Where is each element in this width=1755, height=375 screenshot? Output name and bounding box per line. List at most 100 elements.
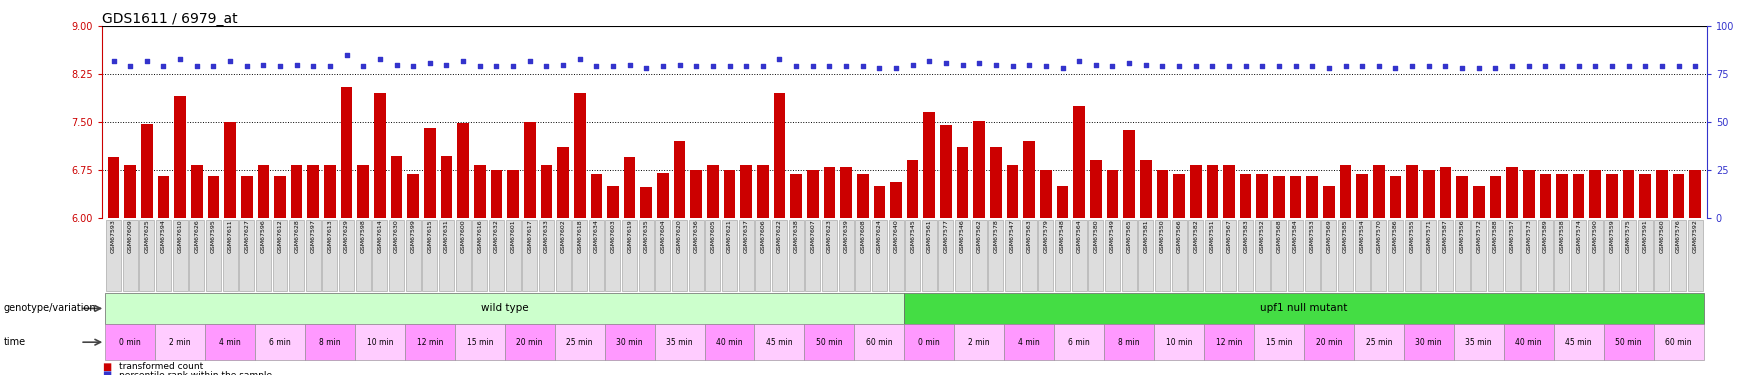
Point <box>316 63 344 69</box>
Point <box>133 58 161 64</box>
Text: GSM67610: GSM67610 <box>177 219 183 253</box>
Text: GSM67614: GSM67614 <box>377 219 383 253</box>
Point <box>465 63 493 69</box>
Text: GSM67608: GSM67608 <box>860 219 865 253</box>
Bar <box>441 156 453 218</box>
FancyBboxPatch shape <box>1571 220 1585 291</box>
Bar <box>140 124 153 218</box>
Text: GSM67618: GSM67618 <box>577 219 583 253</box>
Text: GSM67570: GSM67570 <box>1376 219 1381 253</box>
Point <box>899 62 927 68</box>
Text: GSM67562: GSM67562 <box>976 219 981 253</box>
Text: GSM67560: GSM67560 <box>1658 219 1664 253</box>
FancyBboxPatch shape <box>1255 220 1269 291</box>
Bar <box>1123 129 1134 218</box>
Bar <box>1388 176 1400 218</box>
Text: GSM67590: GSM67590 <box>1592 219 1597 253</box>
Bar <box>990 147 1000 218</box>
Bar <box>906 160 918 218</box>
Bar <box>107 157 119 218</box>
Text: GSM67549: GSM67549 <box>1109 219 1114 253</box>
FancyBboxPatch shape <box>1437 220 1451 291</box>
Text: 8 min: 8 min <box>1118 338 1139 346</box>
FancyBboxPatch shape <box>655 220 670 291</box>
Text: GSM67640: GSM67640 <box>893 219 899 253</box>
Bar <box>391 156 402 218</box>
Bar <box>756 165 769 218</box>
Bar <box>1204 324 1253 360</box>
FancyBboxPatch shape <box>1404 220 1418 291</box>
Text: GSM67588: GSM67588 <box>1492 219 1497 253</box>
Point <box>881 65 909 71</box>
FancyBboxPatch shape <box>539 220 553 291</box>
FancyBboxPatch shape <box>1371 220 1385 291</box>
Point <box>1680 63 1708 69</box>
Bar <box>1239 174 1251 217</box>
Text: 8 min: 8 min <box>319 338 340 346</box>
Point <box>1148 63 1176 69</box>
FancyBboxPatch shape <box>405 220 421 291</box>
Point <box>1014 62 1042 68</box>
Point <box>1464 65 1492 71</box>
Point <box>167 56 195 62</box>
FancyBboxPatch shape <box>123 220 137 291</box>
Point <box>948 62 976 68</box>
Text: 45 min: 45 min <box>1564 338 1592 346</box>
Point <box>1597 63 1625 69</box>
Bar <box>741 165 751 218</box>
Point <box>932 60 960 66</box>
Bar <box>723 170 735 217</box>
Point <box>1613 63 1641 69</box>
FancyBboxPatch shape <box>1021 220 1035 291</box>
Text: GSM67604: GSM67604 <box>660 219 665 253</box>
Text: 12 min: 12 min <box>416 338 442 346</box>
FancyBboxPatch shape <box>1155 220 1169 291</box>
Bar <box>904 324 953 360</box>
Text: GSM67599: GSM67599 <box>411 219 416 253</box>
Point <box>449 58 477 64</box>
Point <box>416 60 444 66</box>
Text: GSM67639: GSM67639 <box>842 219 848 253</box>
Bar <box>305 324 355 360</box>
Text: wild type: wild type <box>481 303 528 313</box>
FancyBboxPatch shape <box>806 220 820 291</box>
Text: GSM67554: GSM67554 <box>1358 219 1364 253</box>
Bar <box>690 170 702 217</box>
Text: GSM67638: GSM67638 <box>793 219 799 253</box>
Bar <box>1553 324 1602 360</box>
Bar <box>274 176 286 218</box>
Bar <box>1139 160 1151 218</box>
Bar <box>1023 141 1034 218</box>
Text: GSM67591: GSM67591 <box>1641 219 1646 253</box>
FancyBboxPatch shape <box>1204 220 1220 291</box>
Text: GSM67633: GSM67633 <box>544 219 549 253</box>
Bar <box>774 93 784 218</box>
Bar <box>1206 165 1218 218</box>
FancyBboxPatch shape <box>855 220 870 291</box>
Point <box>1248 63 1276 69</box>
Bar <box>804 324 855 360</box>
Bar <box>1306 176 1318 218</box>
Point <box>483 63 511 69</box>
Text: GSM67585: GSM67585 <box>1343 219 1348 253</box>
Point <box>1364 63 1392 69</box>
Bar <box>507 170 519 217</box>
Text: GSM67571: GSM67571 <box>1425 219 1430 253</box>
Text: GSM67597: GSM67597 <box>311 219 316 253</box>
FancyBboxPatch shape <box>821 220 837 291</box>
Bar <box>1304 324 1353 360</box>
Text: GSM67575: GSM67575 <box>1625 219 1630 253</box>
Text: GSM67581: GSM67581 <box>1143 219 1148 253</box>
FancyBboxPatch shape <box>706 220 720 291</box>
Text: GSM67584: GSM67584 <box>1292 219 1297 253</box>
Text: GSM67589: GSM67589 <box>1543 219 1546 253</box>
Point <box>981 62 1009 68</box>
FancyBboxPatch shape <box>555 220 570 291</box>
Point <box>714 63 742 69</box>
FancyBboxPatch shape <box>1587 220 1602 291</box>
FancyBboxPatch shape <box>105 220 121 291</box>
Point <box>265 63 293 69</box>
Bar <box>1673 174 1683 217</box>
FancyBboxPatch shape <box>488 220 504 291</box>
FancyBboxPatch shape <box>1004 220 1020 291</box>
